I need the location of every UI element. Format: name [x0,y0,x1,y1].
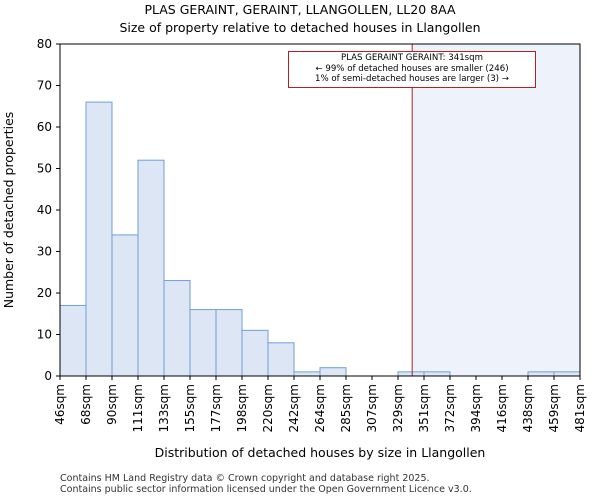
x-tick-label: 46sqm [53,384,67,425]
x-tick-label: 242sqm [287,384,301,432]
histogram-bar [293,371,321,377]
histogram-bar [267,342,295,377]
x-tick-label: 438sqm [521,384,535,432]
x-tick-label: 111sqm [131,384,145,432]
annotation-line-1: PLAS GERAINT GERAINT: 341sqm [341,53,483,63]
histogram-bar [59,304,87,377]
x-tick-label: 177sqm [209,384,223,432]
x-tick-label: 329sqm [391,384,405,432]
annotation-line-3: 1% of semi-detached houses are larger (3… [315,74,509,84]
x-tick-label: 220sqm [261,384,275,432]
y-tick-label: 60 [37,120,52,134]
histogram-bar [111,234,139,377]
histogram-bar [137,159,165,377]
histogram-bar [553,371,581,377]
y-tick-label: 30 [37,245,52,259]
x-tick-label: 155sqm [183,384,197,432]
histogram-bar [215,309,243,377]
x-tick-label: 351sqm [417,384,431,432]
y-tick-label: 40 [37,203,52,217]
x-tick-label: 285sqm [339,384,353,432]
footer-copyright: Contains HM Land Registry data © Crown c… [60,473,430,484]
x-tick-label: 264sqm [313,384,327,432]
histogram-bar [319,367,347,377]
x-tick-label: 394sqm [469,384,483,432]
histogram-bar [163,280,191,377]
histogram-bar [423,371,451,377]
chart-title-address: PLAS GERAINT, GERAINT, LLANGOLLEN, LL20 … [144,2,456,17]
x-tick-label: 307sqm [365,384,379,432]
x-tick-label: 459sqm [547,384,561,432]
x-axis-label: Distribution of detached houses by size … [155,445,486,460]
highlight-region [412,44,580,376]
x-tick-label: 372sqm [443,384,457,432]
histogram-bar [189,309,217,377]
y-tick-label: 70 [37,79,52,93]
annotation-line-2: ← 99% of detached houses are smaller (24… [315,63,509,74]
histogram-bar [527,371,555,377]
annotation-box: PLAS GERAINT GERAINT: 341sqm ← 99% of de… [288,51,536,88]
footer-licence: Contains public sector information licen… [60,484,472,495]
y-tick-label: 80 [37,37,52,51]
histogram-bar [241,329,269,377]
y-tick-label: 50 [37,162,52,176]
y-axis-label: Number of detached properties [1,112,16,309]
x-tick-label: 416sqm [495,384,509,432]
chart-title: Size of property relative to detached ho… [119,20,481,35]
x-tick-label: 198sqm [235,384,249,432]
histogram-bar [85,101,113,377]
y-tick-label: 20 [37,286,52,300]
x-tick-label: 481sqm [573,384,587,432]
x-tick-label: 68sqm [79,384,93,425]
y-tick-label: 10 [37,328,52,342]
x-tick-label: 133sqm [157,384,171,432]
histogram-plot: 0 10 20 30 40 50 60 70 80 46sqm 68sqm 90sqm 111sqm 13… [1,37,587,460]
histogram-bar [397,371,425,377]
y-tick-label: 0 [44,369,52,383]
x-tick-label: 90sqm [105,384,119,425]
